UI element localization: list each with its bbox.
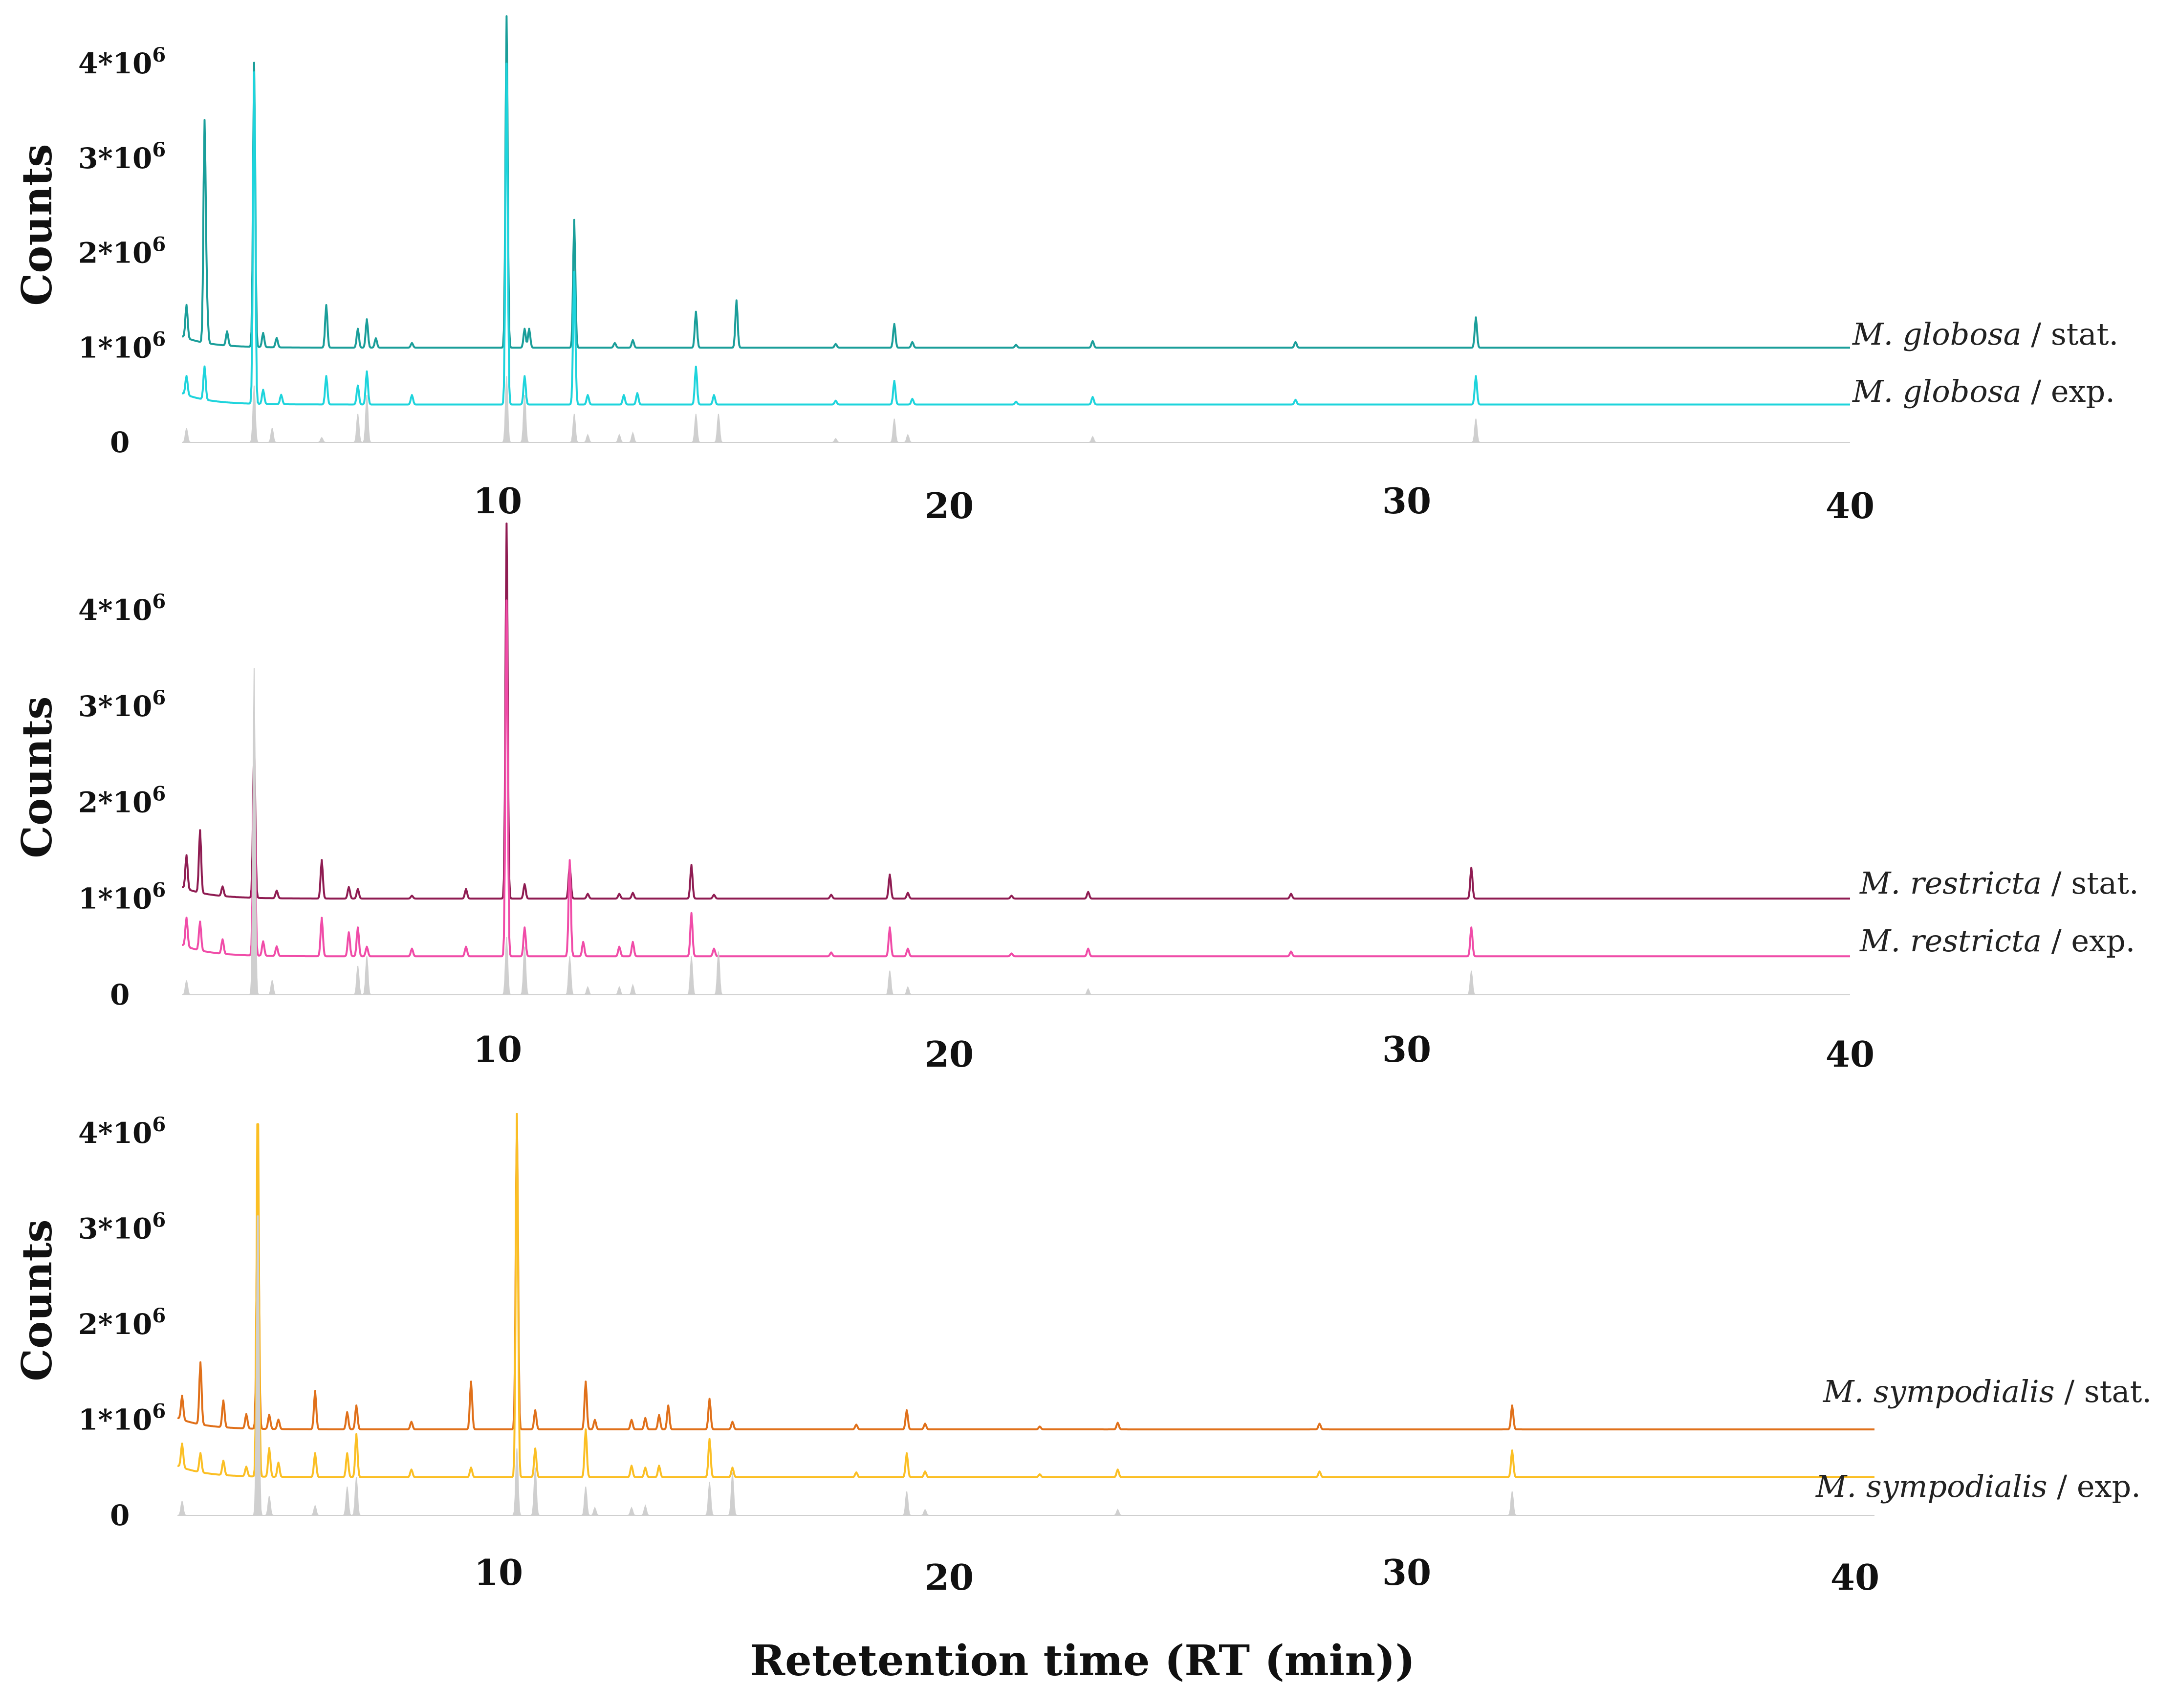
x-tick-label: 20 bbox=[925, 485, 974, 526]
y-tick-label: 2*106 bbox=[78, 1304, 166, 1341]
series-trace bbox=[181, 599, 1851, 958]
x-tick-label: 30 bbox=[1382, 480, 1431, 522]
panel-2: Counts 0 1*106 2*106 3*106 4*106 10 20 30 40 M. re… bbox=[13, 522, 2139, 1075]
y-tick-label: 4*106 bbox=[78, 44, 166, 80]
x-tick-label: 10 bbox=[473, 480, 522, 522]
y-tick-label: 2*106 bbox=[78, 783, 166, 819]
series-label: M. sympodialis / stat. bbox=[1823, 1374, 2152, 1409]
x-tick-label: 40 bbox=[1826, 485, 1874, 526]
y-tick-label: 3*106 bbox=[78, 1209, 166, 1246]
panel-1: Counts 0 1*106 2*106 3*106 4*106 10 20 30 40 M. gl… bbox=[13, 15, 2118, 526]
y-tick-label: 3*106 bbox=[78, 138, 166, 175]
series-label: M. restricta / stat. bbox=[1859, 865, 2139, 901]
y-tick-label: 3*106 bbox=[78, 686, 166, 723]
y-tick-label: 4*106 bbox=[78, 1113, 166, 1150]
series-trace-reference bbox=[182, 376, 1850, 443]
series-trace bbox=[181, 15, 1851, 349]
x-tick-label: 30 bbox=[1382, 1552, 1431, 1593]
x-tick-label: 20 bbox=[925, 1033, 974, 1075]
y-tick-label: 0 bbox=[110, 426, 130, 459]
y-axis-title: Counts bbox=[13, 696, 61, 858]
y-tick-label: 1*106 bbox=[78, 328, 166, 364]
series-trace bbox=[177, 1113, 1875, 1478]
y-tick-label: 2*106 bbox=[78, 233, 166, 270]
series-label: M. globosa / stat. bbox=[1852, 316, 2118, 352]
x-tick-label: 40 bbox=[1826, 1033, 1874, 1075]
y-axis-title: Counts bbox=[13, 1219, 61, 1381]
y-tick-label: 0 bbox=[110, 1499, 130, 1532]
series-trace bbox=[177, 1113, 1875, 1431]
panel-3: Counts 0 1*106 2*106 3*106 4*106 10 20 30 40 M. sy… bbox=[13, 1113, 2152, 1598]
y-tick-label: 1*106 bbox=[78, 1400, 166, 1437]
y-tick-label: 4*106 bbox=[78, 590, 166, 627]
x-tick-label: 10 bbox=[474, 1552, 523, 1593]
x-tick-label: 40 bbox=[1830, 1556, 1879, 1598]
x-tick-label: 10 bbox=[473, 1029, 522, 1070]
y-tick-label: 1*106 bbox=[78, 878, 166, 915]
x-axis-title: Retetention time (RT (min)) bbox=[750, 1636, 1416, 1686]
y-tick-label: 0 bbox=[110, 978, 130, 1011]
series-label: M. restricta / exp. bbox=[1859, 923, 2135, 959]
x-tick-label: 20 bbox=[925, 1556, 974, 1598]
y-axis-title: Counts bbox=[13, 144, 61, 306]
series-trace-reference bbox=[182, 667, 1850, 996]
series-trace bbox=[181, 63, 1851, 406]
series-label: M. sympodialis / exp. bbox=[1815, 1468, 2141, 1504]
series-label: M. globosa / exp. bbox=[1852, 373, 2115, 409]
x-tick-label: 30 bbox=[1382, 1029, 1431, 1070]
series-trace-reference bbox=[177, 1215, 1874, 1516]
series-trace bbox=[181, 522, 1851, 900]
